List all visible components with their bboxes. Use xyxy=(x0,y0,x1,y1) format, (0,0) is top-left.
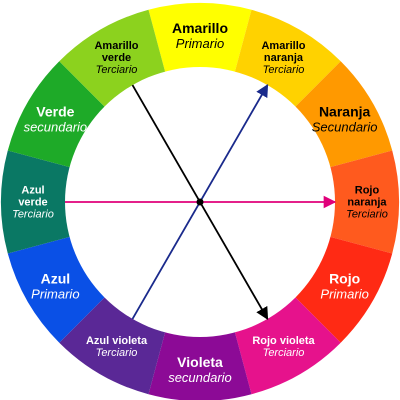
segment-name: Azul verde xyxy=(18,185,47,209)
segment-name: Rojo violeta xyxy=(252,335,315,347)
segment-name: Amarillo xyxy=(172,20,228,36)
segment-azul-verde xyxy=(0,150,72,254)
segment-name: Amarillo naranja xyxy=(261,40,305,64)
segment-name: Amarillo verde xyxy=(94,40,138,64)
segment-type: secundario xyxy=(24,120,88,135)
segment-name: Verde xyxy=(36,104,74,120)
segment-type: Terciario xyxy=(12,209,54,221)
segment-name: Naranja xyxy=(319,104,371,120)
segment-name: Rojo xyxy=(329,271,360,287)
segment-type: secundario xyxy=(168,370,232,385)
segment-type: Terciario xyxy=(263,347,305,359)
segment-amarillo xyxy=(148,3,252,74)
segment-type: Terciario xyxy=(96,347,138,359)
segment-name: Azul violeta xyxy=(86,335,148,347)
segment-type: Terciario xyxy=(263,64,305,76)
segment-rojo-naranja xyxy=(328,150,399,254)
segment-name: Violeta xyxy=(177,354,223,370)
segment-type: Primario xyxy=(31,287,79,302)
center-dot xyxy=(196,198,204,206)
segment-name: Rojo naranja xyxy=(347,185,387,209)
segment-type: Secundario xyxy=(312,120,378,135)
segment-type: Terciario xyxy=(346,209,388,221)
segment-name: Azul xyxy=(41,271,71,287)
segment-type: Primario xyxy=(176,36,224,51)
segment-type: Primario xyxy=(320,287,368,302)
segment-type: Terciario xyxy=(96,64,138,76)
segment-violeta xyxy=(148,330,252,400)
